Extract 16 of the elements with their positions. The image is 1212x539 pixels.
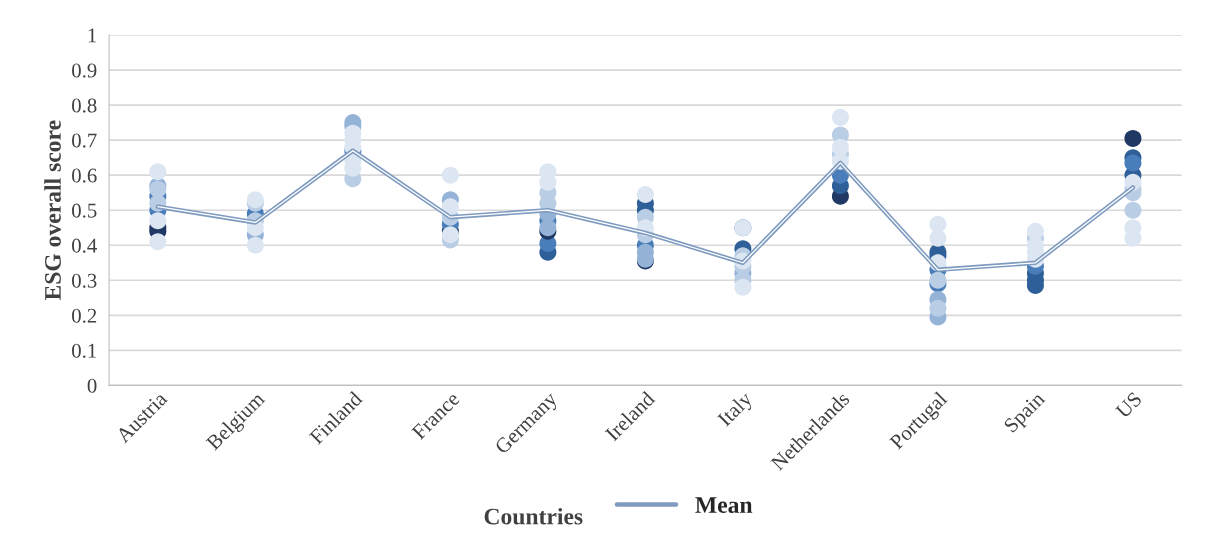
y-tick-label: 0.2: [72, 308, 97, 323]
y-tick-label: 0: [87, 378, 97, 393]
x-tick-label: US: [1114, 391, 1143, 419]
y-tick-label: 0.1: [72, 343, 97, 358]
x-tick-label: Italy: [716, 390, 757, 430]
x-axis-title: Countries: [484, 507, 583, 525]
y-tick-label: 1: [88, 28, 97, 43]
y-tick-label: 0.3: [72, 273, 97, 288]
y-axis-title: ESG overall score: [44, 120, 61, 301]
y-tick-label: 0.5: [72, 203, 97, 218]
y-tick-label: 0.7: [72, 133, 97, 148]
y-tick-label: 0.9: [72, 63, 97, 78]
y-tick-label: 0.4: [72, 238, 97, 253]
y-tick-label: 0.6: [72, 168, 97, 183]
legend-label: Mean: [695, 497, 753, 513]
y-tick-label: 0.8: [72, 98, 97, 113]
